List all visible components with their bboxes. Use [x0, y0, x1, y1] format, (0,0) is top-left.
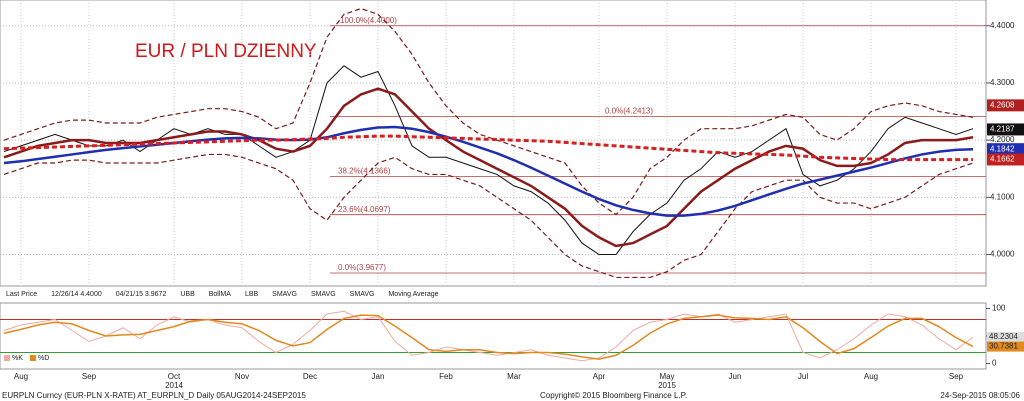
- legend-text: SMAVG: [272, 291, 297, 298]
- legend-text: 04/21/15 3.9672: [116, 291, 167, 298]
- series-line: [3, 153, 974, 279]
- stoch-tag-label: 48.2304: [989, 332, 1018, 341]
- y-tick-label: 4.3000: [990, 78, 1015, 87]
- year-label: 2014: [165, 381, 183, 390]
- legend-text: SMAVG: [350, 291, 375, 298]
- x-tick-label: Mar: [507, 372, 521, 381]
- year-label: 2015: [658, 381, 676, 390]
- y-tick-label: 4.2000: [990, 135, 1015, 144]
- stoch-line: [3, 310, 974, 362]
- series-line: [3, 7, 974, 216]
- stoch-tag: [987, 341, 1024, 352]
- y-tick-label: 4.0000: [990, 250, 1015, 259]
- x-tick-label: Jul: [798, 372, 808, 381]
- x-tick-label: Jan: [372, 372, 385, 381]
- y-tick-label: 4.4000: [990, 21, 1015, 30]
- series-line: [3, 65, 974, 256]
- x-tick-label: Apr: [593, 372, 606, 381]
- legend-text: 12/26/14 4.4000: [51, 291, 102, 298]
- fib-label: 100.0%(4.4000): [340, 16, 397, 25]
- x-tick-label: Jun: [729, 372, 742, 381]
- x-tick-label: Oct: [168, 372, 181, 381]
- legend-text: UBB: [180, 291, 195, 298]
- stoch-line: [3, 314, 974, 360]
- x-tick-label: Aug: [864, 372, 878, 381]
- footer-center: Copyright© 2015 Bloomberg Finance L.P.: [540, 391, 687, 400]
- x-tick-label: Feb: [439, 372, 453, 381]
- stoch-legend-swatch: [4, 355, 10, 361]
- stoch-legend-text: %K: [12, 355, 23, 362]
- legend-text: Last Price: [6, 291, 37, 298]
- price-tag: [987, 123, 1024, 136]
- price-tag: [987, 99, 1024, 112]
- legend-text: BollMA: [209, 291, 232, 298]
- legend-text: SMAVG: [311, 291, 336, 298]
- stoch-tag-label: 30.7381: [989, 342, 1018, 351]
- footer-left: EURPLN Curncy (EUR-PLN X-RATE) AT_EURPLN…: [2, 391, 306, 400]
- price-tag-label: 4.2187: [990, 125, 1015, 134]
- footer-right: 24-Sep-2015 08:05:06: [940, 391, 1020, 400]
- y-tick-label: 4.1000: [990, 192, 1015, 201]
- x-tick-label: Sep: [949, 372, 964, 381]
- x-tick-label: Aug: [14, 372, 28, 381]
- stoch-tick-label: 0: [992, 359, 997, 368]
- main-panel: [0, 0, 987, 287]
- x-tick-label: Sep: [82, 372, 97, 381]
- stoch-legend-text: %D: [38, 355, 49, 362]
- price-tag-label: 4.2608: [990, 100, 1015, 109]
- price-tag: [987, 143, 1024, 156]
- price-tag-label: 4.1662: [990, 155, 1015, 164]
- chart-title: EUR / PLN DZIENNY: [135, 41, 317, 62]
- x-tick-label: Dec: [303, 372, 317, 381]
- legend-text: LBB: [245, 291, 259, 298]
- fib-label: 38.2%(4.1366): [338, 167, 391, 176]
- stoch-tag: [987, 331, 1024, 342]
- fib-label: 23.6%(4.0697): [338, 205, 391, 214]
- price-tag: [987, 153, 1024, 166]
- series-line: [3, 87, 974, 248]
- price-tag-label: 4.1842: [990, 144, 1015, 153]
- fib-label: 0.0%(4.2413): [605, 107, 653, 116]
- series-line: [3, 134, 973, 162]
- stoch-tick-label: 100: [992, 304, 1006, 313]
- legend-text: Moving Average: [388, 291, 438, 298]
- fib-label: 0.0%(3.9677): [338, 263, 386, 272]
- stoch-legend-swatch: [30, 355, 36, 361]
- x-tick-label: Nov: [235, 372, 249, 381]
- x-tick-label: May: [659, 372, 674, 381]
